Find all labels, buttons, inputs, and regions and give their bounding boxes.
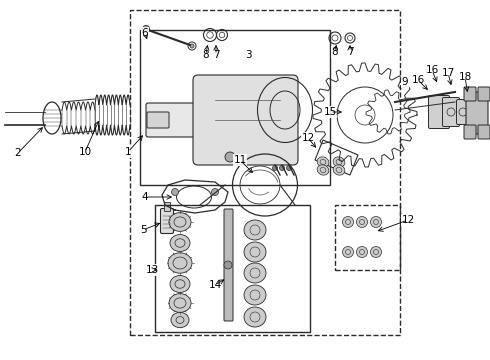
FancyBboxPatch shape — [147, 112, 169, 128]
Text: 12: 12 — [401, 215, 415, 225]
Circle shape — [272, 166, 277, 171]
Text: 12: 12 — [301, 133, 315, 143]
Text: 13: 13 — [146, 265, 159, 275]
Ellipse shape — [170, 234, 190, 252]
Ellipse shape — [244, 263, 266, 283]
FancyBboxPatch shape — [161, 208, 173, 234]
Text: 4: 4 — [142, 192, 148, 202]
FancyBboxPatch shape — [478, 125, 490, 139]
Ellipse shape — [169, 213, 191, 231]
Text: 2: 2 — [15, 148, 21, 158]
FancyBboxPatch shape — [224, 209, 233, 321]
Ellipse shape — [244, 307, 266, 327]
Text: 8: 8 — [203, 50, 209, 60]
Ellipse shape — [171, 312, 189, 328]
Ellipse shape — [370, 247, 382, 257]
Ellipse shape — [244, 242, 266, 262]
FancyBboxPatch shape — [193, 75, 298, 165]
Text: 5: 5 — [140, 225, 147, 235]
Text: 16: 16 — [412, 75, 425, 85]
Text: 7: 7 — [347, 47, 353, 57]
Circle shape — [190, 44, 194, 48]
Text: 17: 17 — [441, 68, 455, 78]
Ellipse shape — [317, 165, 329, 175]
FancyBboxPatch shape — [466, 92, 488, 134]
Text: 7: 7 — [213, 50, 220, 60]
FancyBboxPatch shape — [146, 103, 200, 137]
Ellipse shape — [317, 157, 329, 167]
Circle shape — [279, 166, 285, 171]
Ellipse shape — [357, 216, 368, 228]
Ellipse shape — [333, 165, 345, 175]
FancyBboxPatch shape — [464, 125, 476, 139]
Circle shape — [287, 166, 292, 171]
Text: 10: 10 — [78, 147, 92, 157]
FancyBboxPatch shape — [428, 95, 449, 129]
Text: 18: 18 — [458, 72, 471, 82]
Circle shape — [225, 152, 235, 162]
FancyBboxPatch shape — [464, 87, 476, 101]
Ellipse shape — [244, 220, 266, 240]
Ellipse shape — [333, 157, 345, 167]
Text: 15: 15 — [323, 107, 337, 117]
Ellipse shape — [357, 247, 368, 257]
Ellipse shape — [343, 216, 353, 228]
Ellipse shape — [168, 253, 192, 273]
Circle shape — [143, 26, 149, 32]
Text: 1: 1 — [124, 147, 131, 157]
FancyBboxPatch shape — [165, 202, 171, 212]
Circle shape — [224, 261, 232, 269]
Text: 11: 11 — [233, 155, 246, 165]
Circle shape — [212, 189, 219, 195]
Text: 3: 3 — [245, 50, 251, 60]
Ellipse shape — [170, 275, 190, 292]
Ellipse shape — [244, 285, 266, 305]
Circle shape — [172, 189, 178, 195]
Ellipse shape — [343, 247, 353, 257]
Ellipse shape — [169, 294, 191, 312]
Text: 16: 16 — [425, 65, 439, 75]
FancyBboxPatch shape — [442, 98, 460, 126]
Text: 9: 9 — [402, 77, 408, 87]
FancyBboxPatch shape — [470, 102, 482, 122]
FancyBboxPatch shape — [457, 99, 470, 125]
Text: 8: 8 — [332, 47, 338, 57]
Text: 6: 6 — [142, 28, 148, 38]
Text: 14: 14 — [208, 280, 221, 290]
Ellipse shape — [370, 216, 382, 228]
FancyBboxPatch shape — [478, 87, 490, 101]
